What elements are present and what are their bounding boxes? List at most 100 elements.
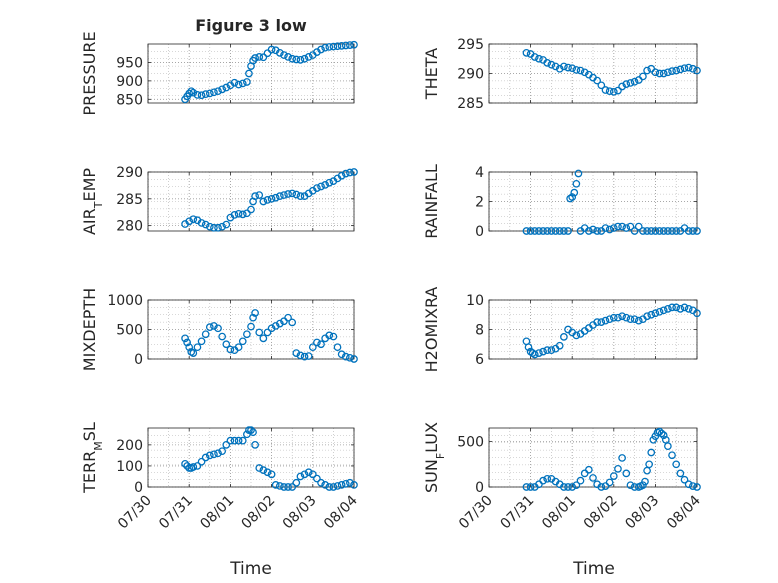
y-tick-label: 950: [116, 55, 143, 71]
data-point: [205, 89, 214, 98]
data-point: [530, 350, 539, 359]
data-point: [317, 45, 325, 54]
y-tick-label: 200: [116, 438, 143, 454]
data-point: [292, 349, 301, 357]
data-point: [325, 178, 334, 187]
data-point: [251, 54, 259, 62]
data-point: [609, 472, 618, 480]
data-point: [643, 466, 651, 475]
data-point: [614, 222, 622, 231]
data-point: [539, 227, 547, 235]
data-point: [657, 429, 666, 438]
data-point: [249, 313, 257, 322]
data-point: [622, 80, 631, 88]
y-axis-label: AIRTEMP: [80, 168, 105, 235]
data-point: [643, 312, 651, 321]
y-axis-label: PRESSURE: [80, 31, 99, 115]
data-point: [193, 462, 202, 470]
data-point: [185, 343, 194, 352]
data-point: [218, 85, 227, 94]
data-point: [346, 353, 354, 362]
data-point: [275, 192, 284, 200]
data-point: [201, 453, 210, 462]
data-point: [350, 355, 358, 363]
data-point: [601, 224, 610, 232]
data-point: [522, 48, 531, 57]
data-point: [205, 222, 214, 231]
data-point: [288, 54, 297, 63]
data-point: [255, 191, 264, 199]
data-point: [526, 227, 535, 235]
data-point: [189, 215, 198, 224]
data-point: [551, 62, 560, 71]
y-tick-label: 500: [116, 323, 143, 339]
y-tick-label: 900: [116, 74, 143, 90]
data-point: [634, 222, 643, 231]
data-point: [672, 66, 681, 75]
axes-box: [147, 43, 355, 104]
data-point: [576, 66, 585, 75]
data-point: [597, 318, 606, 326]
data-point: [680, 303, 689, 312]
data-point: [609, 313, 618, 322]
data-point: [267, 470, 276, 479]
data-point: [350, 481, 358, 489]
data-point: [555, 341, 564, 350]
data-point: [346, 41, 354, 49]
data-point: [597, 81, 606, 90]
data-point: [618, 454, 626, 462]
data-point: [197, 337, 206, 346]
data-point: [243, 78, 251, 86]
data-point: [547, 346, 556, 354]
data-point: [218, 222, 227, 231]
data-point: [543, 346, 552, 354]
data-point: [693, 309, 701, 318]
y-tick-label: 0: [475, 480, 484, 496]
y-axis-label: RAINFALL: [422, 164, 441, 239]
data-point: [572, 331, 581, 340]
data-point: [605, 478, 614, 487]
data-point: [263, 196, 272, 204]
x-tick-label: 07/30: [115, 493, 155, 533]
data-point: [614, 464, 622, 473]
data-point: [259, 53, 268, 62]
data-point: [308, 470, 317, 479]
data-point: [684, 480, 693, 489]
data-point: [251, 441, 259, 449]
data-point: [300, 54, 309, 63]
x-tick-label: 08/03: [280, 493, 320, 533]
data-point: [535, 54, 543, 63]
data-point: [243, 330, 251, 339]
data-point: [350, 40, 358, 49]
data-point: [267, 194, 276, 203]
data-point: [664, 304, 672, 313]
data-point: [560, 62, 568, 71]
data-point: [341, 479, 350, 488]
data-point: [634, 316, 643, 325]
y-tick-label: 850: [116, 92, 143, 108]
x-tick-label: 08/01: [197, 493, 237, 533]
data-point: [647, 310, 656, 319]
data-point: [313, 184, 321, 192]
data-point: [688, 227, 697, 235]
data-point: [680, 475, 689, 484]
data-point: [304, 468, 313, 477]
data-point: [630, 315, 639, 324]
data-point: [555, 227, 564, 235]
data-point: [255, 53, 264, 61]
data-point: [672, 227, 681, 235]
data-point: [626, 79, 635, 87]
data-point: [321, 43, 330, 52]
data-point: [317, 478, 325, 487]
data-point: [572, 179, 581, 188]
data-point: [524, 343, 533, 352]
data-point: [263, 49, 272, 58]
data-point: [333, 343, 342, 352]
y-tick-label: 10: [466, 293, 484, 309]
axes-box: [488, 43, 698, 104]
data-point: [251, 309, 259, 317]
data-point: [234, 80, 243, 89]
data-point: [572, 66, 581, 74]
data-point: [292, 478, 301, 487]
